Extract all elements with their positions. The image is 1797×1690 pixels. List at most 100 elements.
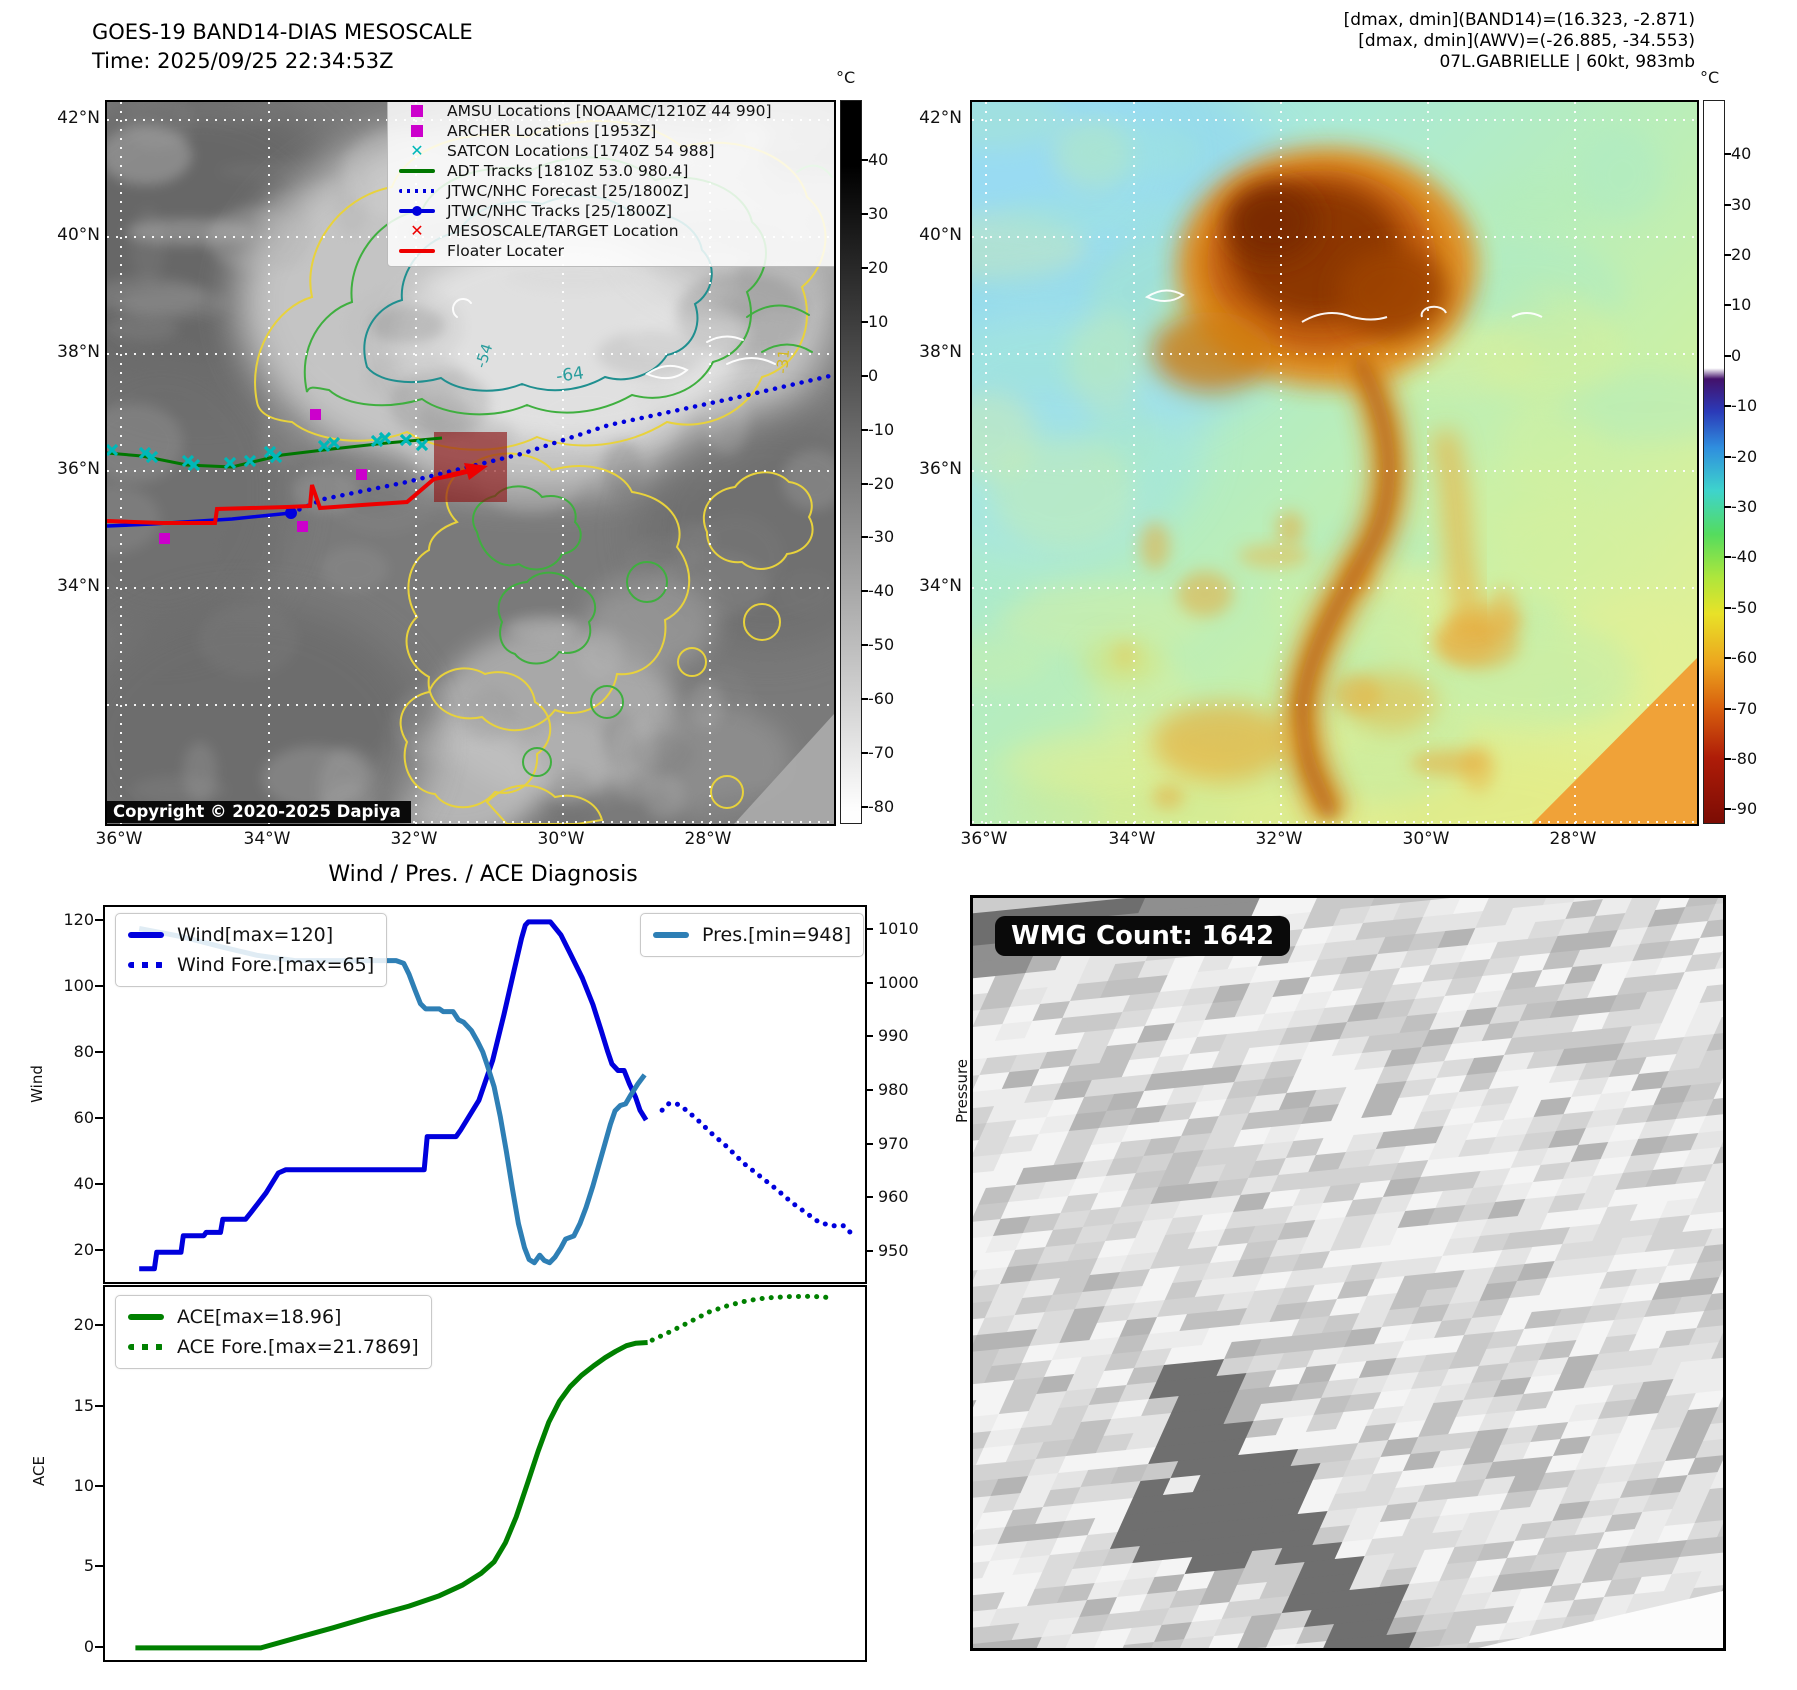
wmg-tile xyxy=(1412,1238,1451,1260)
wmg-tile xyxy=(1499,1489,1539,1511)
wmg-tile xyxy=(1543,1582,1583,1604)
wmg-tile xyxy=(1632,940,1671,962)
wmg-tile xyxy=(1697,1177,1723,1199)
wmg-tile xyxy=(1262,1253,1301,1275)
wmg-tile xyxy=(1375,1128,1415,1150)
wmg-tile xyxy=(1006,1376,1045,1398)
wmg-tile xyxy=(1294,990,1333,1012)
wmg-tile xyxy=(1132,1542,1171,1564)
wmg-tile xyxy=(1590,1415,1629,1437)
wmg-tile xyxy=(1259,1513,1299,1535)
awv-texture-blob xyxy=(972,102,1068,149)
wmg-tile xyxy=(1000,1198,1039,1220)
wmg-tile xyxy=(1694,1502,1723,1524)
wmg-tile xyxy=(1082,1271,1121,1293)
wmg-tile xyxy=(1043,1356,1083,1378)
wmg-tile xyxy=(1277,1154,1317,1176)
wmg-tile xyxy=(1629,1200,1669,1222)
wmg-tile xyxy=(1509,1212,1549,1234)
wmg-tile xyxy=(1315,1134,1355,1156)
wmg-tile xyxy=(1575,1384,1615,1406)
y-tick-label: 970 xyxy=(878,1134,909,1153)
wmg-tile xyxy=(1511,1017,1551,1039)
wmg-tile xyxy=(1560,1418,1599,1440)
wmg-tile xyxy=(1195,1211,1234,1233)
wmg-tile xyxy=(1462,1509,1501,1531)
wmg-tile xyxy=(1156,1361,1195,1383)
wmg-tile xyxy=(1236,1564,1276,1586)
wmg-tile xyxy=(1002,1003,1041,1025)
wmg-tile xyxy=(1289,1510,1329,1532)
wmg-tile xyxy=(1393,1597,1433,1619)
legend-item-label: Floater Locater xyxy=(447,242,564,260)
contour-white xyxy=(644,364,689,380)
wmg-tile xyxy=(1128,1104,1168,1126)
wmg-tile xyxy=(1669,985,1708,1007)
wmg-tile xyxy=(1075,1223,1114,1245)
wmg-tile xyxy=(1049,1534,1089,1556)
wmg-tile xyxy=(1450,1153,1489,1175)
wmg-tile xyxy=(1662,937,1701,959)
legend-item-label: Pres.[min=948] xyxy=(702,924,851,946)
colorbar-tick-label: -30 xyxy=(1731,496,1758,516)
dotted-line-swatch xyxy=(128,962,164,968)
wmg-tile xyxy=(1312,1524,1351,1546)
wmg-tile xyxy=(1402,1450,1442,1472)
wmg-tile xyxy=(1229,1516,1269,1538)
wmg-tile xyxy=(1355,919,1394,941)
amsu-archer-markers xyxy=(159,409,367,544)
wmg-tile xyxy=(973,1040,996,1062)
wmg-tile xyxy=(1548,1062,1588,1084)
wmg-tile xyxy=(1702,1420,1723,1442)
texture-blob xyxy=(625,303,749,363)
wmg-tile xyxy=(1473,1037,1513,1059)
wmg-tile xyxy=(1576,1319,1615,1341)
y-tick-mark xyxy=(865,1035,873,1037)
wmg-tile xyxy=(973,1023,1003,1045)
lat-tick-label: 38°N xyxy=(57,342,100,362)
lon-tick-label: 32°W xyxy=(1255,829,1303,849)
wmg-tile xyxy=(990,1410,1030,1432)
wmg-tile xyxy=(1496,1051,1535,1073)
wmg-tile xyxy=(1304,1541,1343,1563)
satcon-x-marker xyxy=(223,456,237,470)
wmg-tile xyxy=(1480,1150,1519,1172)
wmg-tile xyxy=(1144,1005,1183,1027)
wmg-tile xyxy=(1285,1137,1325,1159)
wmg-tile xyxy=(1102,1480,1142,1502)
wmg-tile xyxy=(1566,1531,1606,1553)
wmg-tile xyxy=(973,1057,988,1079)
wmg-tile xyxy=(1599,1268,1638,1290)
wmg-tile xyxy=(1552,1500,1591,1522)
wmg-tile xyxy=(1094,1562,1133,1584)
wmg-tile xyxy=(1386,1549,1426,1571)
wmg-tile xyxy=(1179,1310,1218,1332)
wmg-tile xyxy=(1546,1322,1585,1344)
wmg-tile xyxy=(1547,1127,1587,1149)
awv-gridlines xyxy=(972,102,1697,824)
wmg-tile xyxy=(1117,1511,1156,1533)
wmg-tile xyxy=(1032,1000,1071,1022)
wmg-tile xyxy=(1339,1018,1378,1040)
wmg-tile xyxy=(989,1540,1029,1562)
y-tick-mark xyxy=(95,1117,103,1119)
wmg-tile xyxy=(1502,1164,1542,1186)
wmg-tile xyxy=(1514,1520,1553,1542)
wmg-tile xyxy=(1636,1248,1676,1270)
colorbar-tick-label: 10 xyxy=(868,311,889,331)
wmg-tile xyxy=(1090,1189,1129,1211)
wmg-tile xyxy=(1567,1401,1607,1423)
line-marker-swatch xyxy=(395,249,439,253)
wmg-tile xyxy=(1352,1244,1391,1266)
wmg-tile xyxy=(1529,1486,1569,1508)
wmg-tile xyxy=(1369,1015,1408,1037)
colorbar-tick-label: -80 xyxy=(1731,748,1758,768)
wmg-tile xyxy=(1471,1297,1510,1319)
wmg-tile xyxy=(1308,1086,1348,1108)
wmg-tile xyxy=(1242,979,1281,1001)
wmg-tile xyxy=(973,1266,1009,1288)
legend-item: ✕ SATCON Locations [1740Z 54 988] xyxy=(395,141,833,161)
wmg-tile xyxy=(1027,1455,1067,1477)
wmg-tile xyxy=(1326,1555,1366,1577)
wmg-tile xyxy=(1348,1634,1387,1648)
